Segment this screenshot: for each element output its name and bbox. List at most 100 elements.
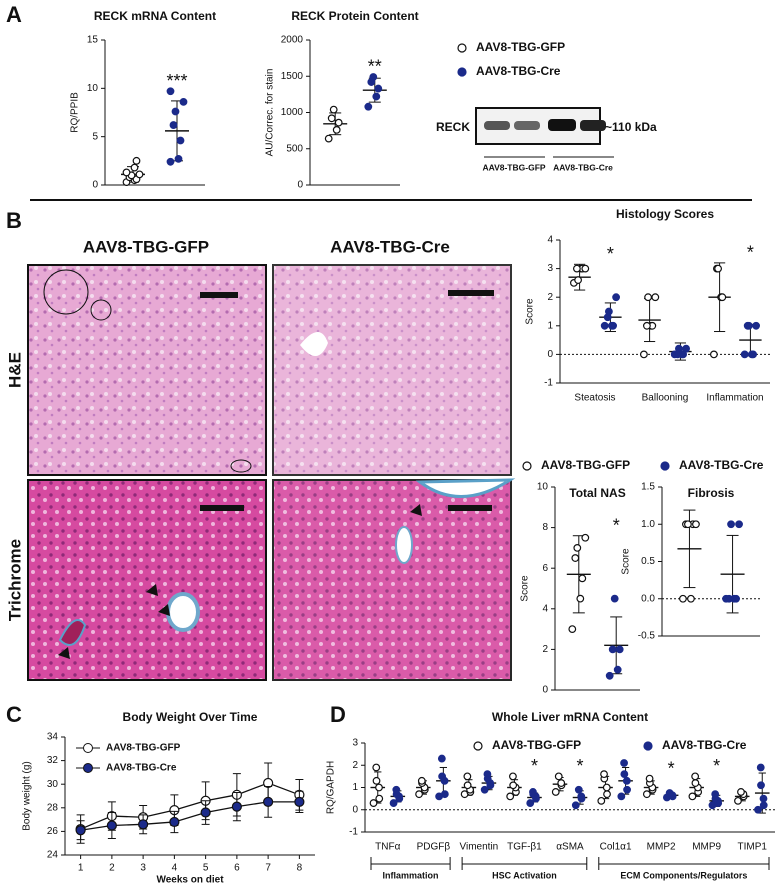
chart-title: Total NAS — [569, 486, 625, 500]
y-axis-label: AU/Correc. for stain — [265, 69, 276, 157]
data-point — [438, 772, 447, 781]
x-tick-label: TGF-β1 — [507, 842, 542, 853]
y-axis-label: Score — [525, 298, 536, 325]
data-point — [735, 520, 743, 529]
data-point — [573, 264, 581, 273]
data-point — [613, 665, 622, 674]
data-point — [732, 594, 740, 603]
x-tick-label: Ballooning — [642, 393, 689, 404]
data-point — [437, 754, 446, 763]
data-point — [711, 790, 720, 799]
y-tick-label: 1 — [547, 320, 553, 331]
data-point — [608, 645, 617, 654]
y-tick-label: 10 — [537, 482, 549, 493]
data-point — [132, 156, 141, 165]
data-point — [171, 107, 180, 116]
data-point — [600, 770, 608, 779]
y-tick-label: 1.5 — [641, 482, 655, 493]
western-blot — [475, 107, 614, 158]
data-point — [574, 785, 583, 794]
chart-title: RECK mRNA Content — [94, 9, 216, 23]
data-point — [679, 594, 687, 603]
data-point — [687, 594, 695, 603]
data-point — [75, 825, 86, 836]
legend-label: AAV8-TBG-Cre — [476, 64, 561, 78]
y-tick-label: 26 — [47, 826, 59, 837]
data-point — [617, 792, 626, 801]
y-tick-label: 0 — [547, 349, 553, 360]
y-axis-label: Score — [520, 575, 531, 602]
y-tick-label: 0 — [297, 180, 303, 191]
panel-letter: D — [330, 702, 346, 727]
data-point — [122, 168, 131, 177]
y-tick-label: 2 — [352, 760, 358, 771]
chart-title: Body Weight Over Time — [123, 710, 258, 724]
data-point — [440, 790, 449, 799]
significance: ** — [368, 57, 382, 77]
data-point — [166, 87, 175, 96]
significance: * — [531, 756, 538, 776]
data-point — [740, 350, 749, 359]
x-tick-label: αSMA — [556, 842, 584, 853]
legend-label: AAV8-TBG-GFP — [106, 743, 181, 754]
significance: * — [713, 756, 720, 776]
blot-label: RECK — [436, 120, 470, 134]
y-tick-label: 1 — [352, 782, 358, 793]
y-axis-label: RQ/GAPDH — [326, 761, 337, 814]
data-point — [509, 781, 518, 790]
x-tick-label: Inflammation — [706, 393, 763, 404]
data-point — [557, 779, 566, 787]
data-point — [622, 776, 631, 785]
data-point — [166, 157, 175, 166]
data-point — [130, 163, 139, 172]
data-point — [675, 344, 683, 353]
data-point — [372, 776, 381, 785]
data-point — [749, 350, 757, 359]
x-tick-label: 1 — [78, 863, 84, 874]
legend-marker — [522, 461, 532, 471]
column-label: AAV8-TBG-GFP — [83, 237, 209, 256]
data-point — [605, 307, 613, 316]
data-point — [374, 84, 383, 93]
data-point — [752, 321, 760, 330]
x-tick-label: 4 — [172, 863, 178, 874]
data-point — [759, 794, 768, 803]
data-point — [718, 293, 727, 302]
data-point — [602, 783, 611, 792]
x-tick-label: 6 — [234, 863, 240, 874]
data-point — [688, 792, 697, 801]
y-tick-label: 4 — [542, 603, 548, 614]
data-point — [597, 796, 606, 805]
data-point — [135, 170, 144, 179]
x-tick-label: MMP9 — [692, 842, 721, 853]
series-line — [80, 801, 300, 831]
data-point — [754, 805, 762, 814]
data-point — [578, 574, 587, 583]
group-bracket — [370, 857, 451, 870]
data-point — [643, 321, 651, 330]
group-label: Inflammation — [383, 870, 439, 880]
y-tick-label: 0.5 — [641, 556, 655, 567]
data-point — [332, 125, 341, 134]
row-label: H&E — [5, 352, 24, 388]
data-point — [571, 801, 580, 810]
data-point — [734, 796, 742, 805]
y-tick-label: 1000 — [281, 107, 304, 118]
x-tick-label: MMP2 — [647, 842, 676, 853]
data-point — [581, 533, 590, 542]
data-point — [506, 792, 515, 801]
data-point — [692, 520, 700, 529]
data-point — [174, 154, 183, 163]
panel-letter: A — [6, 2, 22, 27]
y-tick-label: 4 — [547, 235, 553, 246]
data-point — [480, 785, 489, 794]
y-tick-label: 30 — [47, 779, 59, 790]
significance: * — [607, 244, 614, 264]
series-line — [80, 782, 300, 830]
y-axis-label: Body weight (g) — [22, 761, 33, 830]
significance: * — [668, 758, 675, 778]
data-point — [375, 794, 384, 803]
data-point — [327, 114, 336, 123]
y-tick-label: -0.5 — [638, 631, 656, 642]
